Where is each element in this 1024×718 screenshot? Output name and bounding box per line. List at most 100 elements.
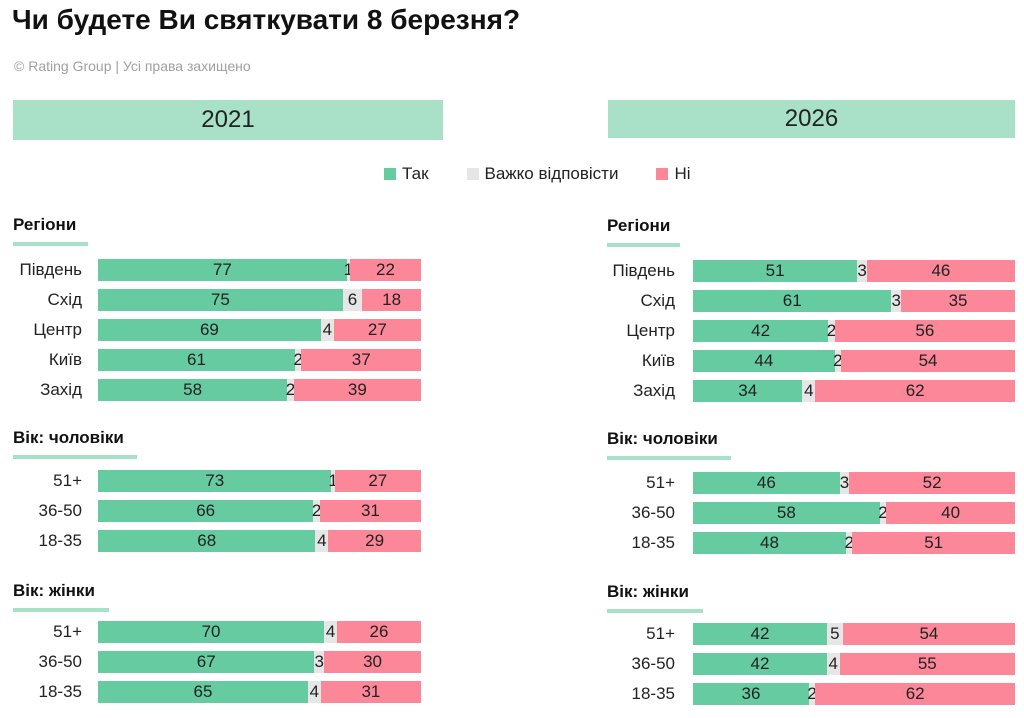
bar-segment-no: 51 — [852, 532, 1015, 554]
stacked-bar: 65 4 31 — [98, 681, 421, 703]
bar-segment-no: 18 — [362, 289, 421, 311]
stacked-bar: 34 4 62 — [693, 380, 1015, 402]
row-label: 18-35 — [38, 531, 82, 550]
bar-segment-hard: 2 — [311, 500, 322, 522]
bar-segment-yes: 73 — [98, 470, 332, 492]
bar-segment-yes: 44 — [693, 350, 835, 372]
bar-segment-no: 55 — [839, 653, 1015, 675]
bar-segment-yes: 66 — [98, 500, 314, 522]
bar-segment-hard: 4 — [802, 380, 816, 402]
bar-segment-hard: 4 — [315, 530, 329, 552]
row-label: 18-35 — [631, 684, 675, 703]
bar-segment-hard: 1 — [328, 470, 338, 492]
bar-segment-no: 40 — [886, 502, 1015, 524]
legend-item-yes: Так — [384, 164, 429, 184]
bar-segment-yes: 75 — [98, 289, 343, 311]
stacked-bar: 42 2 56 — [693, 320, 1015, 342]
bar-segment-hard: 4 — [307, 681, 321, 703]
section-title: Вік: чоловіки — [13, 428, 124, 447]
bar-segment-no: 54 — [841, 350, 1015, 372]
bar-segment-yes: 69 — [98, 319, 321, 341]
row-label: 18-35 — [38, 682, 82, 701]
bar-segment-yes: 51 — [693, 260, 858, 282]
bar-segment-hard: 4 — [324, 621, 337, 643]
stacked-bar: 66 2 31 — [98, 500, 421, 522]
bar-segment-hard: 2 — [844, 532, 854, 554]
bar-segment-hard: 4 — [826, 653, 840, 675]
row-label: Київ — [641, 351, 675, 370]
stacked-bar: 67 3 30 — [98, 651, 421, 673]
section-underline — [13, 242, 88, 246]
row-label: Південь — [19, 260, 82, 279]
stacked-bar: 68 4 29 — [98, 530, 421, 552]
section-underline — [13, 455, 137, 459]
row-label: 36-50 — [38, 501, 82, 520]
row-label: Центр — [626, 321, 675, 340]
bar-segment-yes: 58 — [693, 502, 880, 524]
section-title: Вік: жінки — [607, 582, 689, 601]
section-title: Вік: чоловіки — [607, 429, 718, 448]
row-label: Захід — [633, 381, 675, 400]
bar-segment-no: 27 — [333, 319, 421, 341]
bar-segment-no: 35 — [901, 290, 1015, 312]
bar-segment-no: 30 — [324, 651, 421, 673]
bar-segment-yes: 42 — [693, 623, 827, 645]
bar-segment-no: 29 — [328, 530, 421, 552]
bar-segment-no: 62 — [815, 380, 1015, 402]
bar-segment-hard: 4 — [320, 319, 334, 341]
legend-swatch-yes — [384, 168, 396, 180]
bar-segment-no: 22 — [349, 259, 421, 281]
stacked-bar: 61 3 35 — [693, 290, 1015, 312]
stacked-bar: 73 1 27 — [98, 470, 421, 492]
bar-segment-hard: 2 — [878, 502, 888, 524]
bar-segment-yes: 42 — [693, 320, 829, 342]
bar-segment-yes: 46 — [693, 472, 840, 494]
bar-segment-no: 56 — [834, 320, 1015, 342]
stacked-bar: 58 2 40 — [693, 502, 1015, 524]
bar-segment-hard: 5 — [826, 623, 843, 645]
chart-title: Чи будете Ви святкувати 8 березня? — [12, 4, 521, 35]
bar-segment-no: 31 — [320, 681, 421, 703]
bar-segment-no: 52 — [849, 472, 1015, 494]
row-label: Південь — [612, 261, 675, 280]
stacked-bar: 58 2 39 — [98, 379, 421, 401]
legend-label: Так — [402, 164, 429, 183]
bar-segment-hard: 3 — [857, 260, 867, 282]
row-label: 18-35 — [631, 533, 675, 552]
section-underline — [607, 243, 680, 247]
bar-segment-yes: 65 — [98, 681, 308, 703]
stacked-bar: 61 2 37 — [98, 349, 421, 371]
bar-segment-hard: 2 — [293, 349, 303, 371]
row-label: Центр — [33, 320, 82, 339]
bar-segment-yes: 61 — [693, 290, 892, 312]
section-underline — [607, 609, 703, 613]
legend-label: Ні — [674, 164, 691, 183]
bar-segment-yes: 42 — [693, 653, 827, 675]
year-banner-2026: 2026 — [608, 100, 1015, 138]
bar-segment-yes: 48 — [693, 532, 847, 554]
bar-segment-yes: 68 — [98, 530, 316, 552]
bar-segment-hard: 3 — [839, 472, 850, 494]
stacked-bar: 46 3 52 — [693, 472, 1015, 494]
copyright-subtitle: © Rating Group | Усі права захищено — [14, 58, 251, 74]
legend-label: Важко відповісти — [484, 164, 619, 183]
bar-segment-hard: 3 — [891, 290, 902, 312]
bar-segment-yes: 61 — [98, 349, 296, 371]
section-title: Регіони — [13, 215, 77, 234]
legend: Так Важко відповісти Ні — [384, 164, 729, 184]
row-label: 51+ — [646, 473, 675, 492]
bar-segment-no: 27 — [334, 470, 421, 492]
bar-segment-hard: 1 — [343, 259, 354, 281]
section-title: Регіони — [607, 216, 671, 235]
row-label: Схід — [47, 290, 82, 309]
bar-segment-no: 46 — [866, 260, 1015, 282]
section-title: Вік: жінки — [13, 581, 95, 600]
row-label: 51+ — [646, 624, 675, 643]
row-label: 36-50 — [631, 503, 675, 522]
bar-segment-yes: 34 — [693, 380, 803, 402]
bar-segment-no: 39 — [293, 379, 421, 401]
stacked-bar: 69 4 27 — [98, 319, 421, 341]
stacked-bar: 44 2 54 — [693, 350, 1015, 372]
bar-segment-hard: 6 — [342, 289, 363, 311]
row-label: 51+ — [53, 622, 82, 641]
